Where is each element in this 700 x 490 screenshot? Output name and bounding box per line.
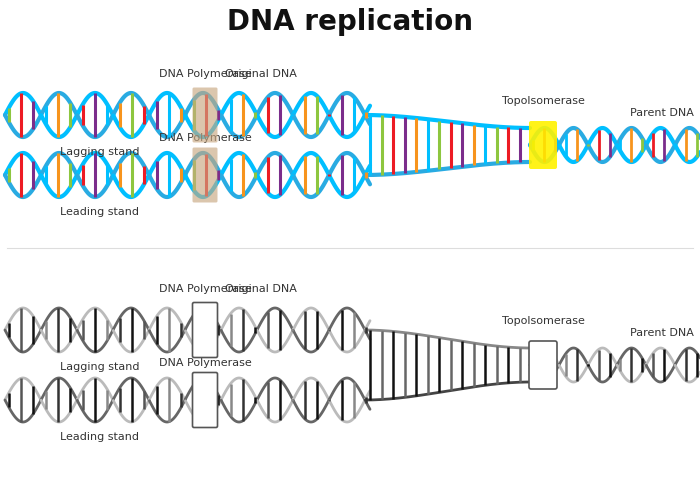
Text: DNA Polymerase: DNA Polymerase <box>159 358 251 368</box>
Text: Lagging stand: Lagging stand <box>60 362 139 372</box>
Text: Original DNA: Original DNA <box>225 284 297 294</box>
Text: DNA Polymerase: DNA Polymerase <box>159 69 251 79</box>
Text: Parent DNA: Parent DNA <box>630 328 694 338</box>
Text: DNA replication: DNA replication <box>227 8 473 36</box>
Text: Topolsomerase: Topolsomerase <box>502 316 584 326</box>
FancyBboxPatch shape <box>193 88 218 143</box>
FancyBboxPatch shape <box>193 147 218 202</box>
FancyBboxPatch shape <box>193 372 218 427</box>
Text: Topolsomerase: Topolsomerase <box>502 96 584 106</box>
Text: Leading stand: Leading stand <box>60 207 139 217</box>
Text: Lagging stand: Lagging stand <box>60 147 139 157</box>
FancyBboxPatch shape <box>193 302 218 358</box>
Text: Original DNA: Original DNA <box>225 69 297 79</box>
FancyBboxPatch shape <box>529 121 557 169</box>
Text: DNA Polymerase: DNA Polymerase <box>159 284 251 294</box>
Text: Leading stand: Leading stand <box>60 432 139 442</box>
Text: DNA Polymerase: DNA Polymerase <box>159 133 251 143</box>
Text: Parent DNA: Parent DNA <box>630 108 694 118</box>
FancyBboxPatch shape <box>529 341 557 389</box>
